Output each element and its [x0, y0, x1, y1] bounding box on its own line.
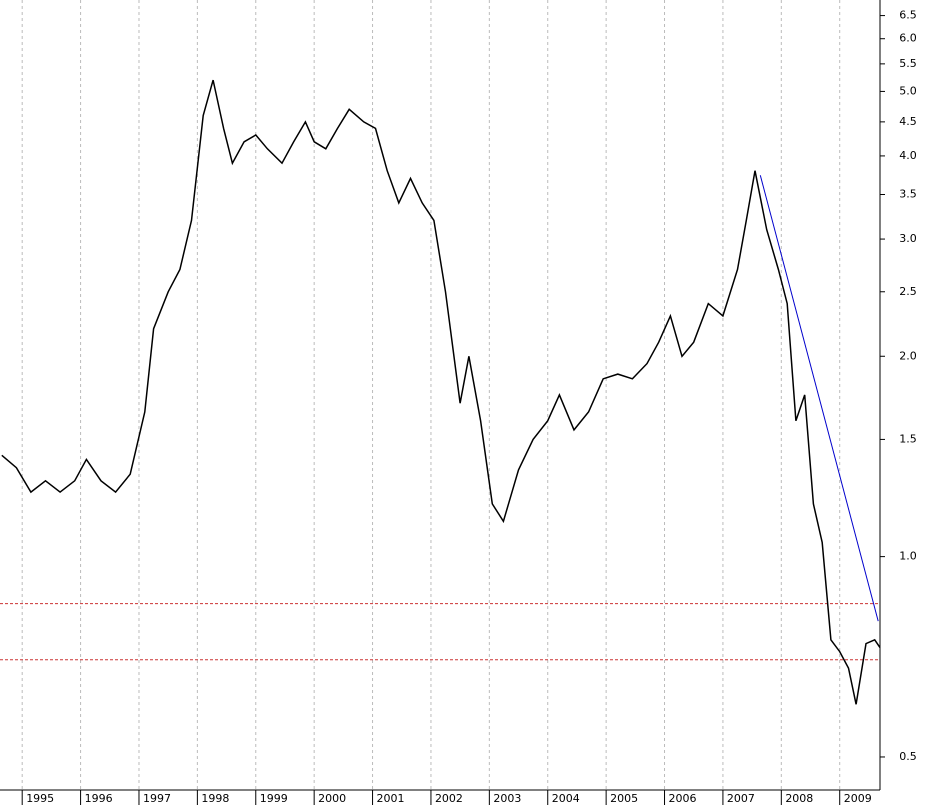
trend-line — [759, 175, 879, 622]
y-tick-label: 2.0 — [899, 349, 917, 362]
y-tick-label: 0.5 — [899, 750, 917, 763]
x-tick-label: 2009 — [844, 792, 872, 805]
y-tick-label: 4.5 — [899, 115, 917, 128]
x-tick-label: 2006 — [669, 792, 697, 805]
x-tick-label: 2007 — [727, 792, 755, 805]
x-tick-label: 1995 — [26, 792, 54, 805]
x-tick-label: 1999 — [260, 792, 288, 805]
x-tick-label: 2008 — [785, 792, 813, 805]
x-tick-label: 2001 — [377, 792, 405, 805]
x-tick-label: 2002 — [435, 792, 463, 805]
y-tick-label: 5.0 — [899, 84, 917, 97]
x-tick-label: 1997 — [143, 792, 171, 805]
x-tick-label: 2003 — [493, 792, 521, 805]
y-tick-label: 2.5 — [899, 285, 917, 298]
y-tick-label: 1.0 — [899, 550, 917, 563]
y-tick-label: 6.5 — [899, 9, 917, 22]
y-tick-label: 3.0 — [899, 232, 917, 245]
price-line — [1, 79, 881, 705]
x-tick-label: 1998 — [201, 792, 229, 805]
x-tick-label: 2000 — [318, 792, 346, 805]
x-tick-label: 2004 — [552, 792, 580, 805]
y-tick-label: 3.5 — [899, 188, 917, 201]
y-tick-label: 5.5 — [899, 57, 917, 70]
x-tick-label: 1996 — [85, 792, 113, 805]
y-tick-label: 4.0 — [899, 149, 917, 162]
y-tick-label: 1.5 — [899, 432, 917, 445]
x-tick-label: 2005 — [610, 792, 638, 805]
y-tick-label: 6.0 — [899, 32, 917, 45]
